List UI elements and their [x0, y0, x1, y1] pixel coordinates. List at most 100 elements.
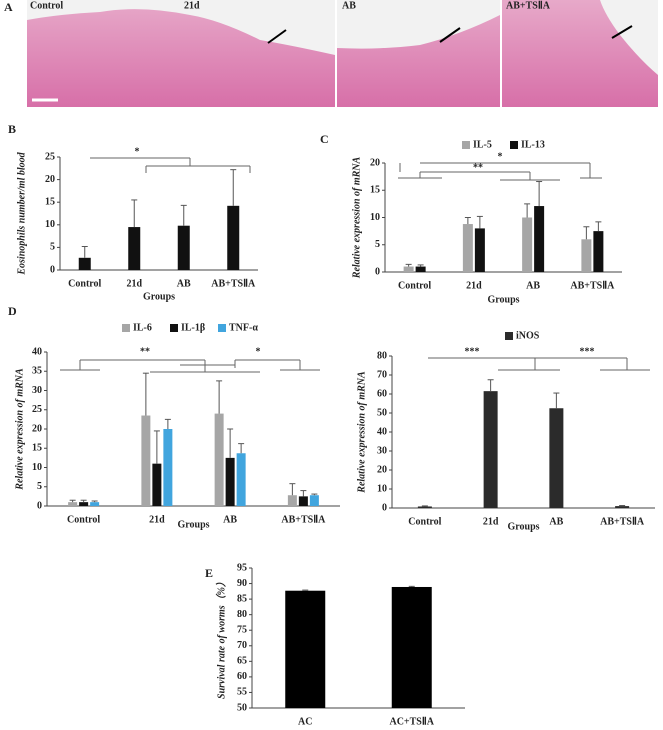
- y-tick-label: 55: [237, 687, 247, 698]
- y-axis-label: Relative expression of mRNA: [14, 368, 25, 491]
- x-tick-label: 21d: [126, 278, 142, 289]
- significance-label: *: [498, 151, 503, 162]
- y-tick-label: 5: [375, 239, 380, 250]
- x-tick-label: Control: [68, 278, 101, 289]
- bar: [403, 266, 414, 272]
- significance-label: ***: [465, 346, 480, 357]
- legend-swatch: [170, 324, 178, 332]
- y-tick-label: 10: [32, 462, 42, 473]
- bar: [474, 228, 485, 272]
- y-tick-label: 60: [377, 388, 387, 399]
- x-tick-label: AB+TSⅡA: [570, 280, 615, 291]
- arrow: [611, 25, 633, 39]
- legend-label: IL-1β: [181, 322, 205, 333]
- y-axis-label: Eosinophils number/ml blood: [16, 151, 27, 275]
- y-tick-label: 10: [370, 212, 380, 223]
- x-tick-label: AB+TSⅡA: [281, 514, 326, 525]
- arrow: [267, 29, 287, 44]
- y-tick-label: 0: [382, 502, 387, 513]
- lumen: [337, 0, 500, 49]
- bar: [298, 496, 308, 506]
- y-tick-label: 10: [377, 483, 387, 494]
- y-tick-label: 15: [370, 185, 380, 196]
- y-tick-label: 5: [37, 481, 42, 492]
- x-axis-label: Groups: [487, 294, 519, 305]
- legend-swatch: [462, 141, 470, 149]
- y-tick-label: 65: [237, 656, 247, 667]
- panel-label: C: [320, 132, 329, 146]
- x-tick-label: 21d: [466, 280, 482, 291]
- legend-swatch: [505, 332, 513, 340]
- x-tick-label: Control: [398, 280, 431, 291]
- significance-label: *: [256, 346, 261, 357]
- x-axis-label: Groups: [507, 521, 539, 532]
- histology-images: Control 21d AB AB+TSⅡA: [27, 0, 658, 107]
- x-tick-label: AB: [526, 280, 540, 291]
- x-axis-label: Groups: [143, 291, 175, 302]
- bar: [177, 225, 190, 270]
- bar: [615, 506, 630, 508]
- bar: [163, 429, 173, 506]
- y-tick-label: 15: [32, 443, 42, 454]
- y-tick-label: 70: [377, 369, 387, 380]
- y-tick-label: 50: [237, 702, 247, 713]
- bar: [415, 266, 426, 272]
- x-tick-label: Control: [67, 514, 100, 525]
- bar: [309, 495, 319, 506]
- image-label: 21d: [184, 0, 200, 11]
- y-tick-label: 25: [45, 151, 55, 162]
- legend-label: IL-6: [133, 322, 152, 333]
- legend-label: iNOS: [516, 330, 540, 341]
- y-tick-label: 25: [32, 404, 42, 415]
- bar: [462, 224, 473, 272]
- y-tick-label: 35: [32, 366, 42, 377]
- y-tick-label: 0: [37, 500, 42, 511]
- y-tick-label: 80: [377, 350, 387, 361]
- bar: [549, 408, 564, 508]
- bar: [79, 502, 89, 506]
- x-tick-label: AB: [223, 514, 237, 525]
- legend-swatch: [122, 324, 130, 332]
- significance-label: **: [140, 346, 150, 357]
- y-tick-label: 40: [32, 346, 42, 357]
- bar: [152, 463, 162, 506]
- bar: [287, 495, 297, 506]
- bar: [227, 205, 240, 270]
- image-label: AB: [342, 0, 356, 11]
- panel-label: E: [205, 566, 213, 580]
- significance-label: *: [135, 146, 140, 157]
- y-tick-label: 70: [237, 640, 247, 651]
- panel-label: A: [4, 0, 13, 14]
- bar: [90, 502, 100, 506]
- bar: [128, 227, 141, 270]
- bar: [225, 457, 235, 506]
- legend-label: IL-13: [521, 139, 545, 150]
- bar: [236, 453, 246, 506]
- image-label: AB+TSⅡA: [506, 0, 551, 11]
- bar: [534, 206, 545, 272]
- bar: [417, 506, 432, 508]
- bar: [483, 391, 498, 508]
- x-tick-label: AB: [177, 278, 191, 289]
- significance-label: ***: [580, 346, 595, 357]
- y-tick-label: 40: [377, 426, 387, 437]
- bar: [285, 590, 326, 708]
- y-axis-label: Relative expression of mRNA: [356, 371, 367, 494]
- x-tick-label: AB: [549, 516, 563, 527]
- y-tick-label: 95: [237, 562, 247, 573]
- legend-label: IL-5: [473, 139, 492, 150]
- y-tick-label: 80: [237, 609, 247, 620]
- y-tick-label: 0: [375, 266, 380, 277]
- y-axis-label: Relative expression of mRNA: [351, 156, 362, 279]
- legend-swatch: [218, 324, 226, 332]
- x-tick-label: Control: [408, 516, 441, 527]
- bar: [78, 257, 91, 270]
- x-tick-label: AC: [298, 716, 312, 727]
- y-tick-label: 20: [32, 423, 42, 434]
- x-tick-label: AC+TSⅡA: [389, 716, 434, 727]
- lumen: [600, 0, 658, 75]
- y-tick-label: 10: [45, 219, 55, 230]
- legend-label: TNF-α: [229, 322, 258, 333]
- bar: [522, 217, 533, 272]
